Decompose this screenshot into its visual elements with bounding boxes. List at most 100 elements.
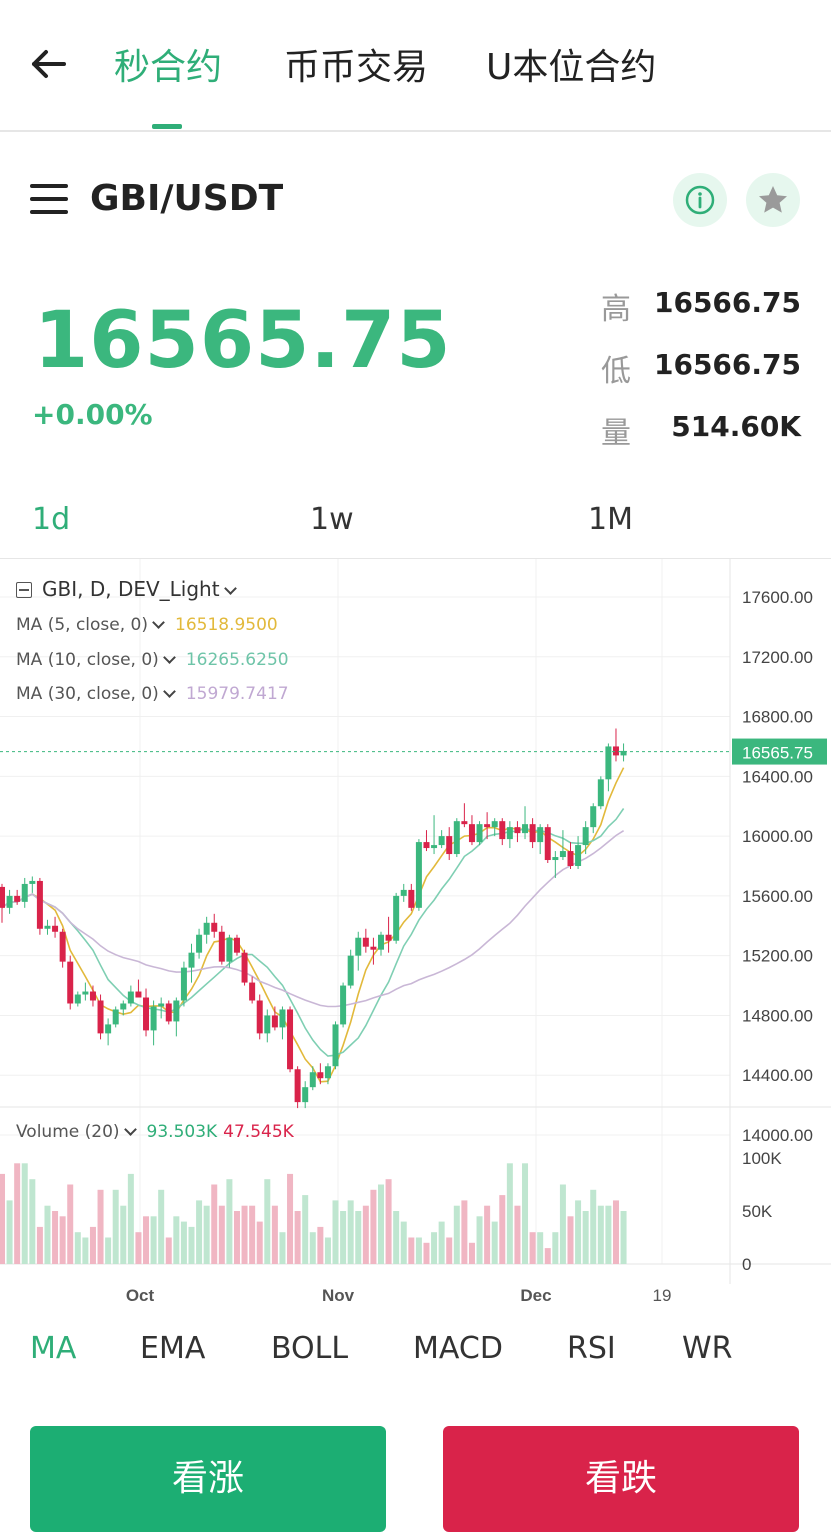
last-price-tag bbox=[732, 738, 827, 765]
chevron-down-icon[interactable] bbox=[123, 1123, 137, 1136]
tab-usdt-futures[interactable]: U本位合约 bbox=[486, 47, 657, 88]
indicator-bar: MA EMA BOLL MACD RSI WR bbox=[0, 1325, 831, 1375]
stat-volume: 量 514.60K bbox=[601, 408, 801, 451]
candle-body bbox=[29, 880, 36, 884]
volume-bar bbox=[264, 1179, 271, 1264]
candle-body bbox=[612, 746, 619, 756]
legend-symbol-text: GBI, D, DEV_Light bbox=[42, 577, 220, 601]
candlestick-chart-canvas[interactable]: 16565.75 17600.00 17200.00 16800.00 16400.00… bbox=[0, 559, 831, 1309]
volume-bar bbox=[370, 1189, 377, 1264]
candle-body bbox=[559, 851, 566, 858]
candle-body bbox=[135, 991, 142, 998]
favorite-button[interactable] bbox=[746, 173, 800, 227]
volume-axis-tick: 50K bbox=[742, 1202, 773, 1221]
candle-body bbox=[393, 895, 400, 941]
volume-bar bbox=[97, 1189, 104, 1264]
candle-body bbox=[385, 934, 392, 941]
candle-body bbox=[82, 991, 89, 995]
candle-body bbox=[499, 821, 506, 840]
volume-bar bbox=[468, 1242, 475, 1264]
volume-bar bbox=[256, 1221, 263, 1264]
indicator-wr[interactable]: WR bbox=[682, 1331, 733, 1366]
indicator-boll[interactable]: BOLL bbox=[271, 1331, 349, 1366]
candle-body bbox=[461, 821, 468, 825]
tab-spot-trading[interactable]: 币币交易 bbox=[284, 47, 429, 88]
interval-1w[interactable]: 1w bbox=[310, 502, 354, 537]
candle-body bbox=[491, 821, 498, 828]
menu-icon[interactable] bbox=[30, 184, 68, 216]
legend-ma10[interactable]: MA (10, close, 0) 16265.6250 bbox=[16, 650, 289, 670]
volume-bar bbox=[362, 1205, 369, 1264]
buy-up-button[interactable]: 看涨 bbox=[30, 1426, 386, 1532]
volume-bar bbox=[67, 1184, 74, 1264]
volume-bar bbox=[14, 1163, 21, 1264]
candle-body bbox=[44, 925, 51, 929]
volume-bar bbox=[400, 1221, 407, 1264]
volume-bar bbox=[514, 1205, 521, 1264]
ma5-line bbox=[1, 767, 625, 1083]
volume-bar bbox=[218, 1205, 225, 1264]
candle-body bbox=[317, 1072, 324, 1079]
star-icon bbox=[759, 186, 787, 213]
volume-bar bbox=[89, 1226, 96, 1264]
candle-body bbox=[218, 931, 225, 962]
volume-bar bbox=[612, 1200, 619, 1264]
price-chart[interactable]: 16565.75 17600.00 17200.00 16800.00 16400.00… bbox=[0, 558, 831, 1309]
buy-down-button[interactable]: 看跌 bbox=[443, 1426, 799, 1532]
candle-body bbox=[582, 827, 589, 846]
volume-bar bbox=[127, 1173, 134, 1264]
volume-bar bbox=[559, 1184, 566, 1264]
candle-body bbox=[143, 997, 150, 1031]
last-price-label: 16565.75 bbox=[742, 744, 813, 763]
candle-body bbox=[264, 1015, 271, 1034]
candle-body bbox=[514, 827, 521, 834]
candle-body bbox=[211, 922, 218, 932]
top-bar: 秒合约 币币交易 U本位合约 bbox=[0, 0, 831, 132]
volume-bar bbox=[226, 1179, 233, 1264]
volume-axis-tick: 0 bbox=[742, 1255, 751, 1274]
chevron-down-icon[interactable] bbox=[162, 651, 176, 664]
price-axis-tick: 14400.00 bbox=[742, 1066, 813, 1085]
stat-low: 低 16566.75 bbox=[601, 346, 801, 389]
volume-bar bbox=[385, 1179, 392, 1264]
price-axis-tick: 16000.00 bbox=[742, 827, 813, 846]
candle-body bbox=[438, 836, 445, 846]
volume-bar bbox=[423, 1242, 430, 1264]
legend-ma-label: MA (30, close, 0) bbox=[16, 684, 159, 704]
candle-body bbox=[544, 827, 551, 861]
indicator-rsi[interactable]: RSI bbox=[567, 1331, 616, 1366]
chevron-down-icon[interactable] bbox=[162, 685, 176, 698]
active-tab-indicator bbox=[152, 124, 182, 129]
legend-ma30[interactable]: MA (30, close, 0) 15979.7417 bbox=[16, 684, 289, 704]
interval-1d[interactable]: 1d bbox=[32, 502, 71, 537]
back-arrow-icon[interactable] bbox=[28, 44, 68, 84]
indicator-ema[interactable]: EMA bbox=[140, 1331, 206, 1366]
legend-ma-value: 16518.9500 bbox=[175, 615, 278, 635]
chevron-down-icon[interactable] bbox=[152, 616, 165, 629]
volume-bar bbox=[74, 1232, 81, 1264]
collapse-icon[interactable] bbox=[16, 582, 32, 598]
volume-bar bbox=[575, 1200, 582, 1264]
chart-symbol-legend[interactable]: GBI, D, DEV_Light bbox=[16, 577, 239, 601]
tab-second-contract[interactable]: 秒合约 bbox=[114, 47, 223, 88]
chevron-down-icon[interactable] bbox=[223, 582, 237, 595]
info-button[interactable] bbox=[673, 173, 727, 227]
volume-bar bbox=[302, 1195, 309, 1264]
legend-ma-value: 16265.6250 bbox=[185, 650, 289, 670]
candle-body bbox=[476, 824, 483, 843]
volume-bar bbox=[393, 1211, 400, 1264]
volume-bar bbox=[620, 1211, 627, 1264]
interval-1m[interactable]: 1M bbox=[588, 502, 633, 537]
volume-bar bbox=[552, 1232, 559, 1264]
volume-bar bbox=[378, 1184, 384, 1264]
indicator-ma[interactable]: MA bbox=[30, 1331, 77, 1366]
last-price: 16565.75 bbox=[34, 296, 452, 386]
volume-bar bbox=[52, 1211, 59, 1264]
legend-ma5[interactable]: MA (5, close, 0) 16518.9500 bbox=[16, 615, 278, 635]
indicator-macd[interactable]: MACD bbox=[413, 1331, 503, 1366]
volume-bar bbox=[499, 1195, 506, 1264]
legend-volume[interactable]: Volume (20) 93.503K 47.545K bbox=[16, 1122, 294, 1142]
pair-symbol[interactable]: GBI/USDT bbox=[90, 178, 284, 219]
candle-body bbox=[74, 994, 81, 1004]
time-axis-tick: Dec bbox=[520, 1286, 551, 1305]
